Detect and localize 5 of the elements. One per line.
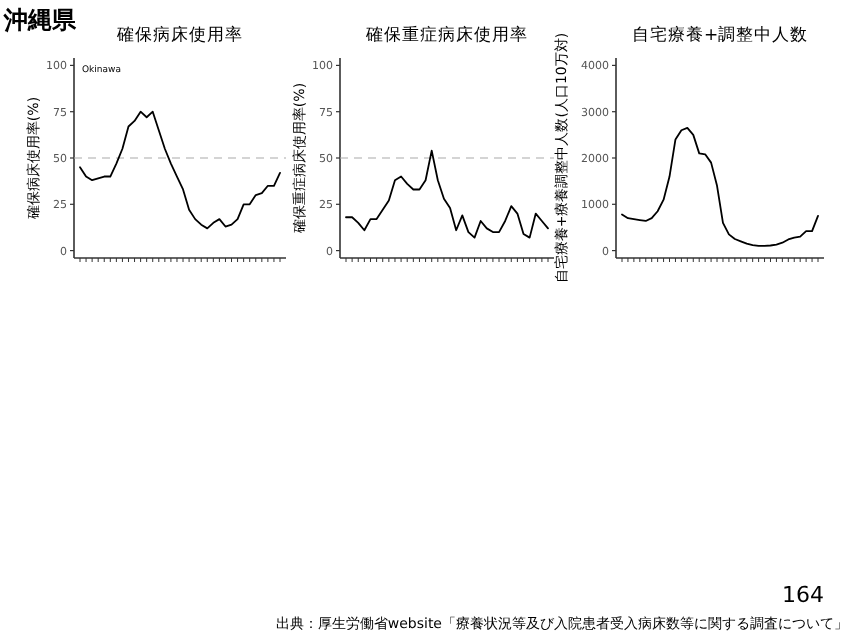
chart-title: 確保重症病床使用率 <box>364 24 528 46</box>
text: 沖縄県 <box>2 6 78 34</box>
text: 164 <box>782 582 824 608</box>
chart-title: 確保病床使用率 <box>115 24 243 46</box>
chart-title: 自宅療養+調整中人数 <box>631 24 809 46</box>
